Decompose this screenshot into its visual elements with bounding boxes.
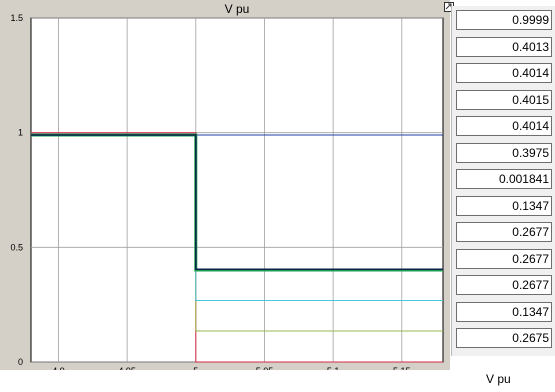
axes-area[interactable] (30, 17, 444, 363)
display-value-cell: 0.2677 (456, 275, 552, 295)
y-tick-label: 1.5 (10, 13, 23, 23)
display-value-cell: 0.9999 (456, 10, 552, 30)
display-value-cell: 0.1347 (456, 195, 552, 216)
x-tick-label: 5.15 (393, 366, 411, 370)
y-tick-label: 1 (18, 128, 23, 138)
display-value-cell: 0.2677 (456, 222, 552, 242)
display-value-cell: 0.4015 (456, 89, 552, 110)
display-value-cell: 0.3975 (456, 142, 552, 163)
display-value-cell: 0.2677 (456, 248, 552, 269)
series-group (31, 132, 443, 363)
scope-window: 4.9 4.95 5 5.05 5.1 5.15 0 0.5 1 1.5 V pu (0, 0, 450, 370)
x-tick-label: 5.05 (256, 366, 274, 370)
scope-title: V pu (225, 2, 250, 16)
display-value-cell: 0.1347 (456, 301, 552, 322)
x-tick-label: 5 (193, 366, 198, 370)
x-tick-label: 4.9 (52, 366, 65, 370)
x-tick-label: 5.1 (327, 366, 340, 370)
display-value-cell: 0.4014 (456, 63, 552, 83)
display-block: 0.9999 0.4013 0.4014 0.4015 0.4014 0.3975 0.00… (451, 6, 555, 356)
y-tick-label: 0 (18, 357, 23, 367)
tick-labels: 4.9 4.95 5 5.05 5.1 5.15 0 0.5 1 1.5 (10, 13, 410, 370)
display-value-cell: 0.4014 (456, 116, 552, 136)
display-label: V pu (486, 372, 511, 386)
display-value-cell: 0.001841 (456, 169, 552, 189)
scope-plot: 4.9 4.95 5 5.05 5.1 5.15 0 0.5 1 1.5 V pu (0, 0, 450, 370)
display-value-cell: 0.4013 (456, 36, 552, 57)
y-tick-label: 0.5 (10, 242, 23, 252)
display-value-cell: 0.2675 (456, 328, 552, 348)
x-tick-label: 4.95 (118, 366, 136, 370)
series-line-7 (31, 134, 443, 271)
